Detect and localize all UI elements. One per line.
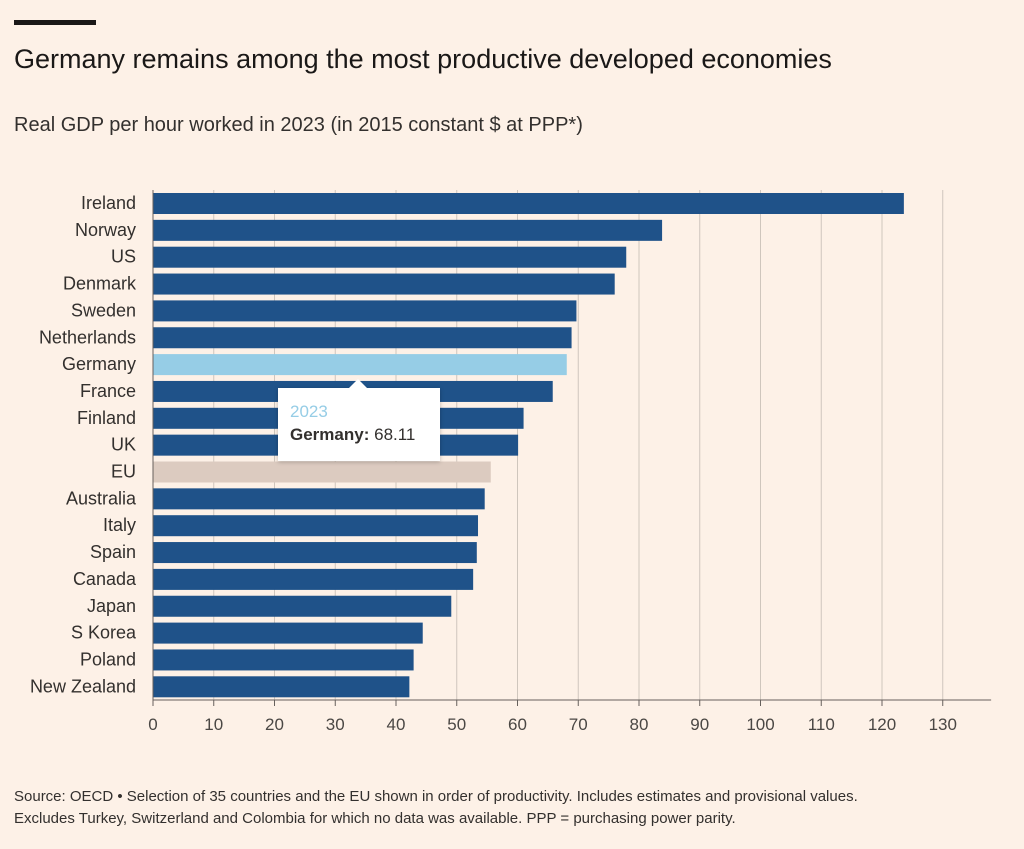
category-label: US [111, 247, 136, 267]
category-label: Canada [73, 569, 137, 589]
source-note: Source: OECD • Selection of 35 countries… [14, 786, 1014, 830]
category-label: Germany [62, 354, 136, 374]
category-label: Japan [87, 596, 136, 616]
tooltip-line: Germany: 68.11 [290, 422, 440, 448]
bar-italy [153, 515, 479, 537]
x-tick-label: 50 [447, 715, 466, 734]
tooltip-value: 68.11 [374, 425, 416, 444]
category-label: Denmark [63, 274, 137, 294]
category-label: Finland [77, 408, 136, 428]
bar-denmark [153, 273, 615, 295]
bar-sweden [153, 300, 577, 322]
x-tick-label: 90 [690, 715, 709, 734]
x-tick-label: 70 [569, 715, 588, 734]
x-tick-label: 30 [326, 715, 345, 734]
x-tick-label: 0 [148, 715, 157, 734]
category-label: Sweden [71, 300, 136, 320]
chart-subtitle: Real GDP per hour worked in 2023 (in 201… [14, 114, 583, 136]
bar-japan [153, 595, 452, 617]
tooltip-label: Germany: [290, 425, 370, 444]
bar-us [153, 246, 627, 268]
source-line-1: Source: OECD • Selection of 35 countries… [14, 788, 858, 805]
category-label: S Korea [71, 623, 137, 643]
x-tick-label: 130 [929, 715, 957, 734]
chart-title: Germany remains among the most productiv… [14, 44, 832, 74]
tooltip: 2023 Germany: 68.11 [278, 379, 440, 461]
source-line-2: Excludes Turkey, Switzerland and Colombi… [14, 810, 736, 827]
tooltip-year: 2023 [290, 402, 328, 421]
tooltip-arrow [348, 379, 368, 389]
category-label: Italy [103, 515, 136, 535]
bar-germany [153, 354, 567, 376]
bar-netherlands [153, 327, 572, 349]
category-label: Ireland [81, 193, 136, 213]
bar-canada [153, 568, 474, 590]
x-tick-label: 20 [265, 715, 284, 734]
x-tick-label: 10 [204, 715, 223, 734]
x-tick-label: 40 [387, 715, 406, 734]
category-label: Norway [75, 220, 136, 240]
category-label: Australia [66, 488, 137, 508]
bar-s-korea [153, 622, 423, 644]
x-tick-label: 110 [808, 715, 835, 734]
bar-new-zealand [153, 676, 410, 698]
category-label: Poland [80, 649, 136, 669]
category-label: Spain [90, 542, 136, 562]
x-tick-label: 120 [868, 715, 896, 734]
x-tick-label: 80 [630, 715, 649, 734]
category-label: Netherlands [39, 327, 136, 347]
bar-eu [153, 461, 491, 483]
category-label: France [80, 381, 136, 401]
bar-poland [153, 649, 414, 671]
category-label: EU [111, 462, 136, 482]
category-label: New Zealand [30, 676, 136, 696]
x-tick-label: 60 [508, 715, 527, 734]
top-rule [14, 20, 96, 25]
x-tick-label: 100 [746, 715, 774, 734]
bar-ireland [153, 193, 904, 214]
bar-australia [153, 488, 485, 510]
bar-norway [153, 219, 663, 241]
category-label: UK [111, 435, 136, 455]
bar-spain [153, 542, 477, 564]
